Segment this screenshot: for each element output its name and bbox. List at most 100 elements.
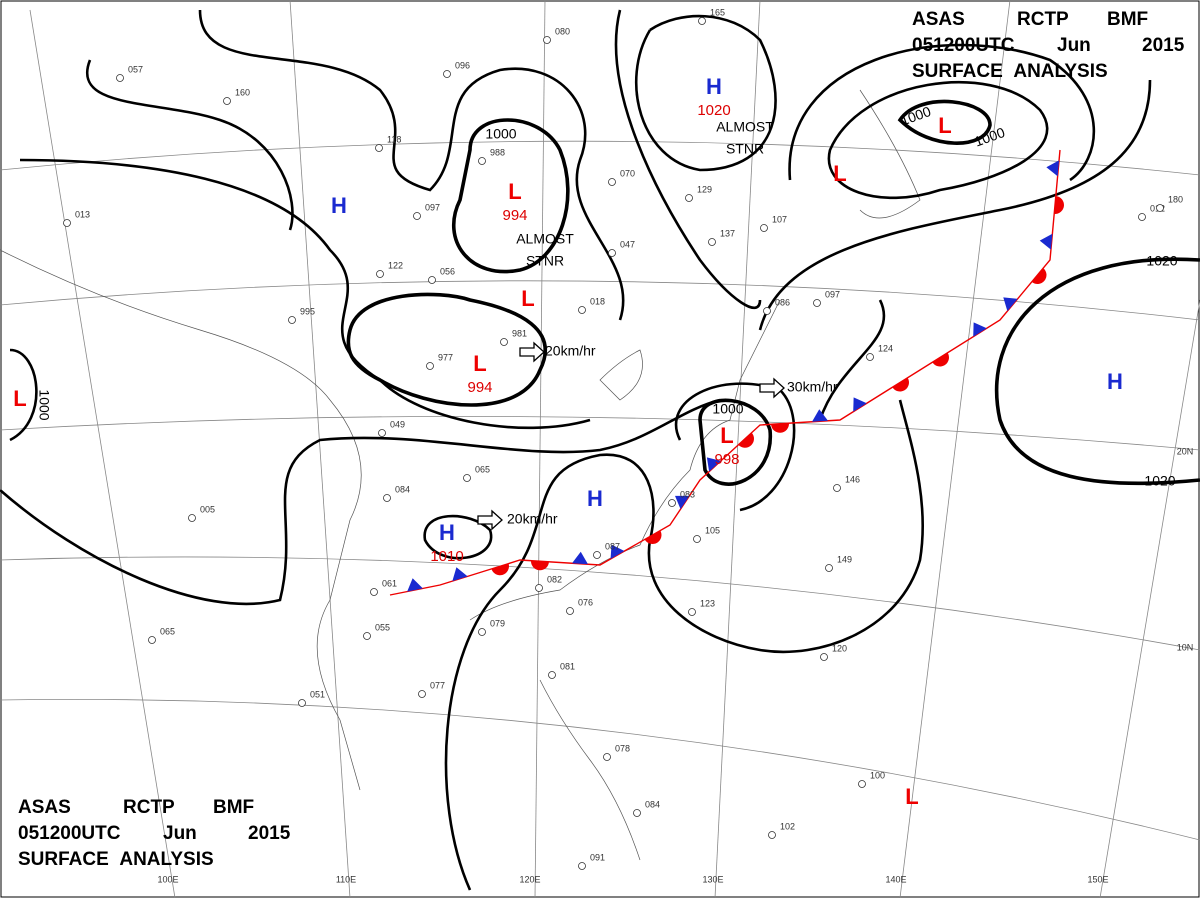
- pressure-symbol: L: [521, 286, 534, 311]
- station-marker: [693, 535, 701, 543]
- pressure-symbol: H: [331, 193, 347, 218]
- central-pressure: 998: [714, 451, 739, 468]
- station-pressure: 079: [490, 618, 505, 628]
- station-pressure: 160: [235, 87, 250, 97]
- station-pressure: 047: [620, 239, 635, 249]
- warm-front-bump: [644, 530, 662, 544]
- station-pressure: 051: [310, 689, 325, 699]
- station-pressure: 129: [697, 184, 712, 194]
- station-pressure: 084: [645, 799, 660, 809]
- station-marker: [688, 608, 696, 616]
- station-pressure: 977: [438, 352, 453, 362]
- pressure-symbol: H: [439, 520, 455, 545]
- station-marker: [633, 809, 641, 817]
- longitude-label: 150E: [1087, 874, 1108, 884]
- pressure-symbol: L: [905, 784, 918, 809]
- station-marker: [578, 306, 586, 314]
- header-text: ASAS: [18, 797, 71, 818]
- pressure-symbol: H: [706, 74, 722, 99]
- pressure-symbol: L: [720, 423, 733, 448]
- station-pressure: 013: [75, 209, 90, 219]
- header-text: BMF: [1107, 9, 1148, 30]
- station-pressure: 083: [680, 489, 695, 499]
- pressure-symbol: L: [473, 351, 486, 376]
- station-marker: [858, 780, 866, 788]
- station-marker: [763, 307, 771, 315]
- station-marker: [578, 862, 586, 870]
- central-pressure: 994: [467, 379, 492, 396]
- station-marker: [813, 299, 821, 307]
- warm-front-bump: [892, 377, 909, 392]
- central-pressure: 1020: [697, 102, 730, 119]
- station-marker: [866, 353, 874, 361]
- cold-front-barb: [572, 551, 588, 565]
- station-pressure: 057: [128, 64, 143, 74]
- station-pressure: 055: [375, 622, 390, 632]
- station-pressure: 056: [440, 266, 455, 276]
- longitude-label: 100E: [157, 874, 178, 884]
- station-pressure: 087: [605, 541, 620, 551]
- station-marker: [820, 653, 828, 661]
- station-pressure: 124: [878, 343, 893, 353]
- station-pressure: 107: [772, 214, 787, 224]
- station-pressure: 018: [590, 296, 605, 306]
- central-pressure: 994: [502, 207, 527, 224]
- station-marker: [608, 249, 616, 257]
- station-pressure: 105: [705, 525, 720, 535]
- station-marker: [223, 97, 231, 105]
- warm-front-bump: [491, 563, 509, 576]
- warm-front-bump: [1031, 268, 1047, 285]
- station-marker: [768, 831, 776, 839]
- header-text: ASAS: [912, 9, 965, 30]
- station-pressure: 123: [700, 598, 715, 608]
- station-pressure: 995: [300, 306, 315, 316]
- cold-front-barb: [675, 495, 690, 510]
- station-pressure: 005: [200, 504, 215, 514]
- isobar-label: 1020: [1146, 253, 1177, 269]
- station-marker: [566, 607, 574, 615]
- note: STNR: [526, 253, 564, 269]
- station-pressure: 120: [832, 643, 847, 653]
- fronts: [389, 149, 1065, 596]
- station-pressure: 102: [780, 821, 795, 831]
- isobar-label: 1000: [712, 401, 743, 417]
- station-pressure: 077: [430, 680, 445, 690]
- station-marker: [548, 671, 556, 679]
- station-marker: [685, 194, 693, 202]
- header-text: RCTP: [1017, 9, 1069, 30]
- motion-speed: 30km/hr: [787, 379, 838, 395]
- pressure-symbol: L: [13, 386, 26, 411]
- cold-front-barb: [812, 409, 828, 422]
- latitude-label: 20N: [1177, 446, 1194, 456]
- station-marker: [63, 219, 71, 227]
- isobar-label: 1020: [1144, 473, 1175, 489]
- station-marker: [288, 316, 296, 324]
- station-marker: [500, 338, 508, 346]
- note: STNR: [726, 141, 764, 157]
- cold-front-barb: [973, 322, 987, 337]
- station-pressure: 084: [395, 484, 410, 494]
- station-pressure: 137: [720, 228, 735, 238]
- station-pressure: 146: [845, 474, 860, 484]
- station-pressure: 086: [775, 297, 790, 307]
- cold-front-barb: [1003, 297, 1018, 312]
- cold-front-barb: [706, 457, 721, 472]
- cold-front-barb: [452, 567, 468, 582]
- station-marker: [463, 474, 471, 482]
- station-pressure: 180: [1168, 194, 1183, 204]
- station-marker: [363, 632, 371, 640]
- header-text: BMF: [213, 797, 254, 818]
- longitude-label: 120E: [519, 874, 540, 884]
- station-pressure: 061: [382, 578, 397, 588]
- cold-front-barb: [853, 397, 867, 412]
- header-text: 051200UTC: [912, 35, 1015, 56]
- station-marker: [378, 429, 386, 437]
- longitude-label: 140E: [885, 874, 906, 884]
- station-marker: [668, 499, 676, 507]
- pressure-symbol: L: [938, 113, 951, 138]
- motion-speed: 20km/hr: [507, 511, 558, 527]
- longitude-label: 130E: [702, 874, 723, 884]
- station-pressure: 097: [425, 202, 440, 212]
- header-text: 2015: [1142, 35, 1185, 56]
